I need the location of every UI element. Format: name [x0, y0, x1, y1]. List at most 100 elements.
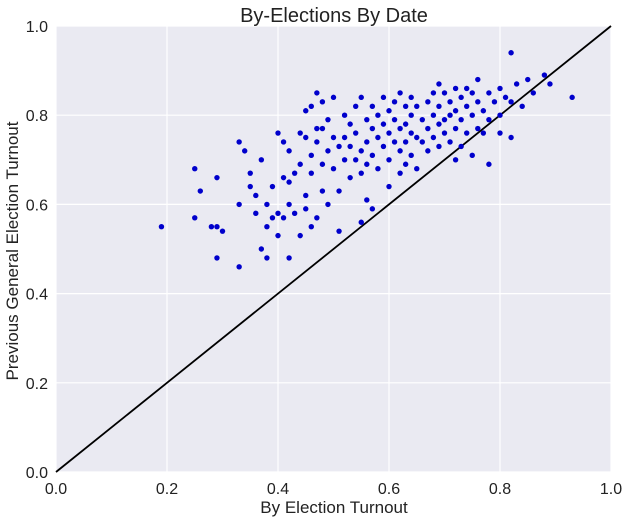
data-point	[341, 134, 348, 141]
data-point	[330, 166, 337, 172]
data-point	[375, 134, 381, 141]
data-point	[502, 94, 509, 101]
data-point	[480, 130, 487, 136]
data-point	[386, 157, 392, 163]
reference-line-group	[55, 25, 612, 473]
x-tick-label: 0.8	[489, 481, 511, 498]
data-point	[469, 112, 475, 118]
data-point	[253, 210, 259, 217]
data-point	[197, 188, 203, 194]
data-point	[236, 139, 242, 145]
data-point	[408, 112, 414, 118]
data-point	[386, 130, 392, 136]
data-point	[308, 170, 314, 176]
x-tick-label: 1.0	[600, 481, 622, 498]
data-point	[158, 224, 165, 230]
data-point	[458, 116, 464, 123]
data-point	[447, 139, 453, 145]
data-point	[402, 161, 409, 167]
data-point	[314, 90, 320, 96]
data-point	[325, 116, 331, 123]
data-point	[242, 148, 248, 154]
data-point	[303, 192, 309, 199]
data-point	[447, 99, 453, 105]
data-point	[402, 121, 409, 127]
data-point	[247, 170, 253, 176]
data-point	[380, 143, 387, 150]
data-point	[303, 108, 309, 114]
data-point	[358, 148, 364, 154]
data-point	[314, 125, 320, 132]
data-point	[441, 90, 448, 96]
data-point	[486, 116, 492, 123]
x-tick-label: 0.6	[378, 481, 400, 498]
data-points	[158, 50, 575, 270]
data-point	[486, 90, 492, 96]
data-point	[364, 197, 370, 203]
data-point	[397, 148, 403, 154]
data-point	[314, 139, 320, 145]
data-point	[458, 143, 464, 150]
data-point	[369, 152, 376, 159]
data-point	[336, 188, 342, 194]
data-point	[297, 232, 303, 239]
data-point	[369, 206, 376, 212]
data-point	[408, 130, 414, 136]
data-point	[258, 157, 265, 163]
data-point	[258, 246, 265, 252]
data-point	[414, 166, 420, 172]
y-axis-title: Previous General Election Turnout	[3, 121, 22, 380]
data-point	[353, 103, 359, 109]
data-point	[508, 134, 514, 141]
data-point	[353, 130, 359, 136]
data-point	[275, 210, 281, 217]
data-point	[291, 170, 298, 176]
data-point	[319, 125, 326, 132]
data-point	[475, 99, 481, 105]
data-point	[402, 103, 409, 109]
data-point	[264, 201, 270, 208]
data-point	[308, 103, 314, 109]
data-point	[297, 161, 303, 167]
data-point	[380, 94, 387, 101]
data-point	[447, 112, 453, 118]
data-point	[286, 179, 292, 185]
data-point	[264, 255, 270, 261]
data-point	[308, 224, 314, 230]
data-point	[275, 232, 281, 239]
data-point	[452, 157, 459, 163]
data-point	[364, 139, 370, 145]
data-point	[214, 224, 220, 230]
data-point	[464, 130, 470, 136]
data-point	[452, 85, 459, 92]
data-point	[347, 174, 353, 181]
data-point	[358, 94, 364, 101]
data-point	[425, 99, 431, 105]
data-point	[358, 219, 364, 225]
data-point	[341, 112, 348, 118]
data-point	[508, 50, 514, 56]
y-tick-label: 0.2	[26, 376, 48, 393]
data-point	[247, 183, 253, 190]
data-point	[391, 116, 398, 123]
data-point	[286, 201, 292, 208]
data-point	[303, 206, 309, 212]
data-point	[253, 192, 259, 199]
data-point	[280, 139, 287, 145]
data-point	[436, 103, 442, 109]
data-point	[469, 90, 475, 96]
data-point	[375, 112, 381, 118]
data-point	[497, 112, 503, 118]
data-point	[430, 134, 437, 141]
data-point	[408, 94, 414, 101]
data-point	[419, 139, 425, 145]
data-point	[308, 152, 314, 159]
data-point	[208, 224, 215, 230]
data-point	[325, 148, 331, 154]
data-point	[219, 228, 226, 234]
data-point	[508, 99, 514, 105]
y-tick-label: 1.0	[26, 19, 48, 36]
data-point	[286, 148, 292, 154]
data-point	[425, 125, 431, 132]
